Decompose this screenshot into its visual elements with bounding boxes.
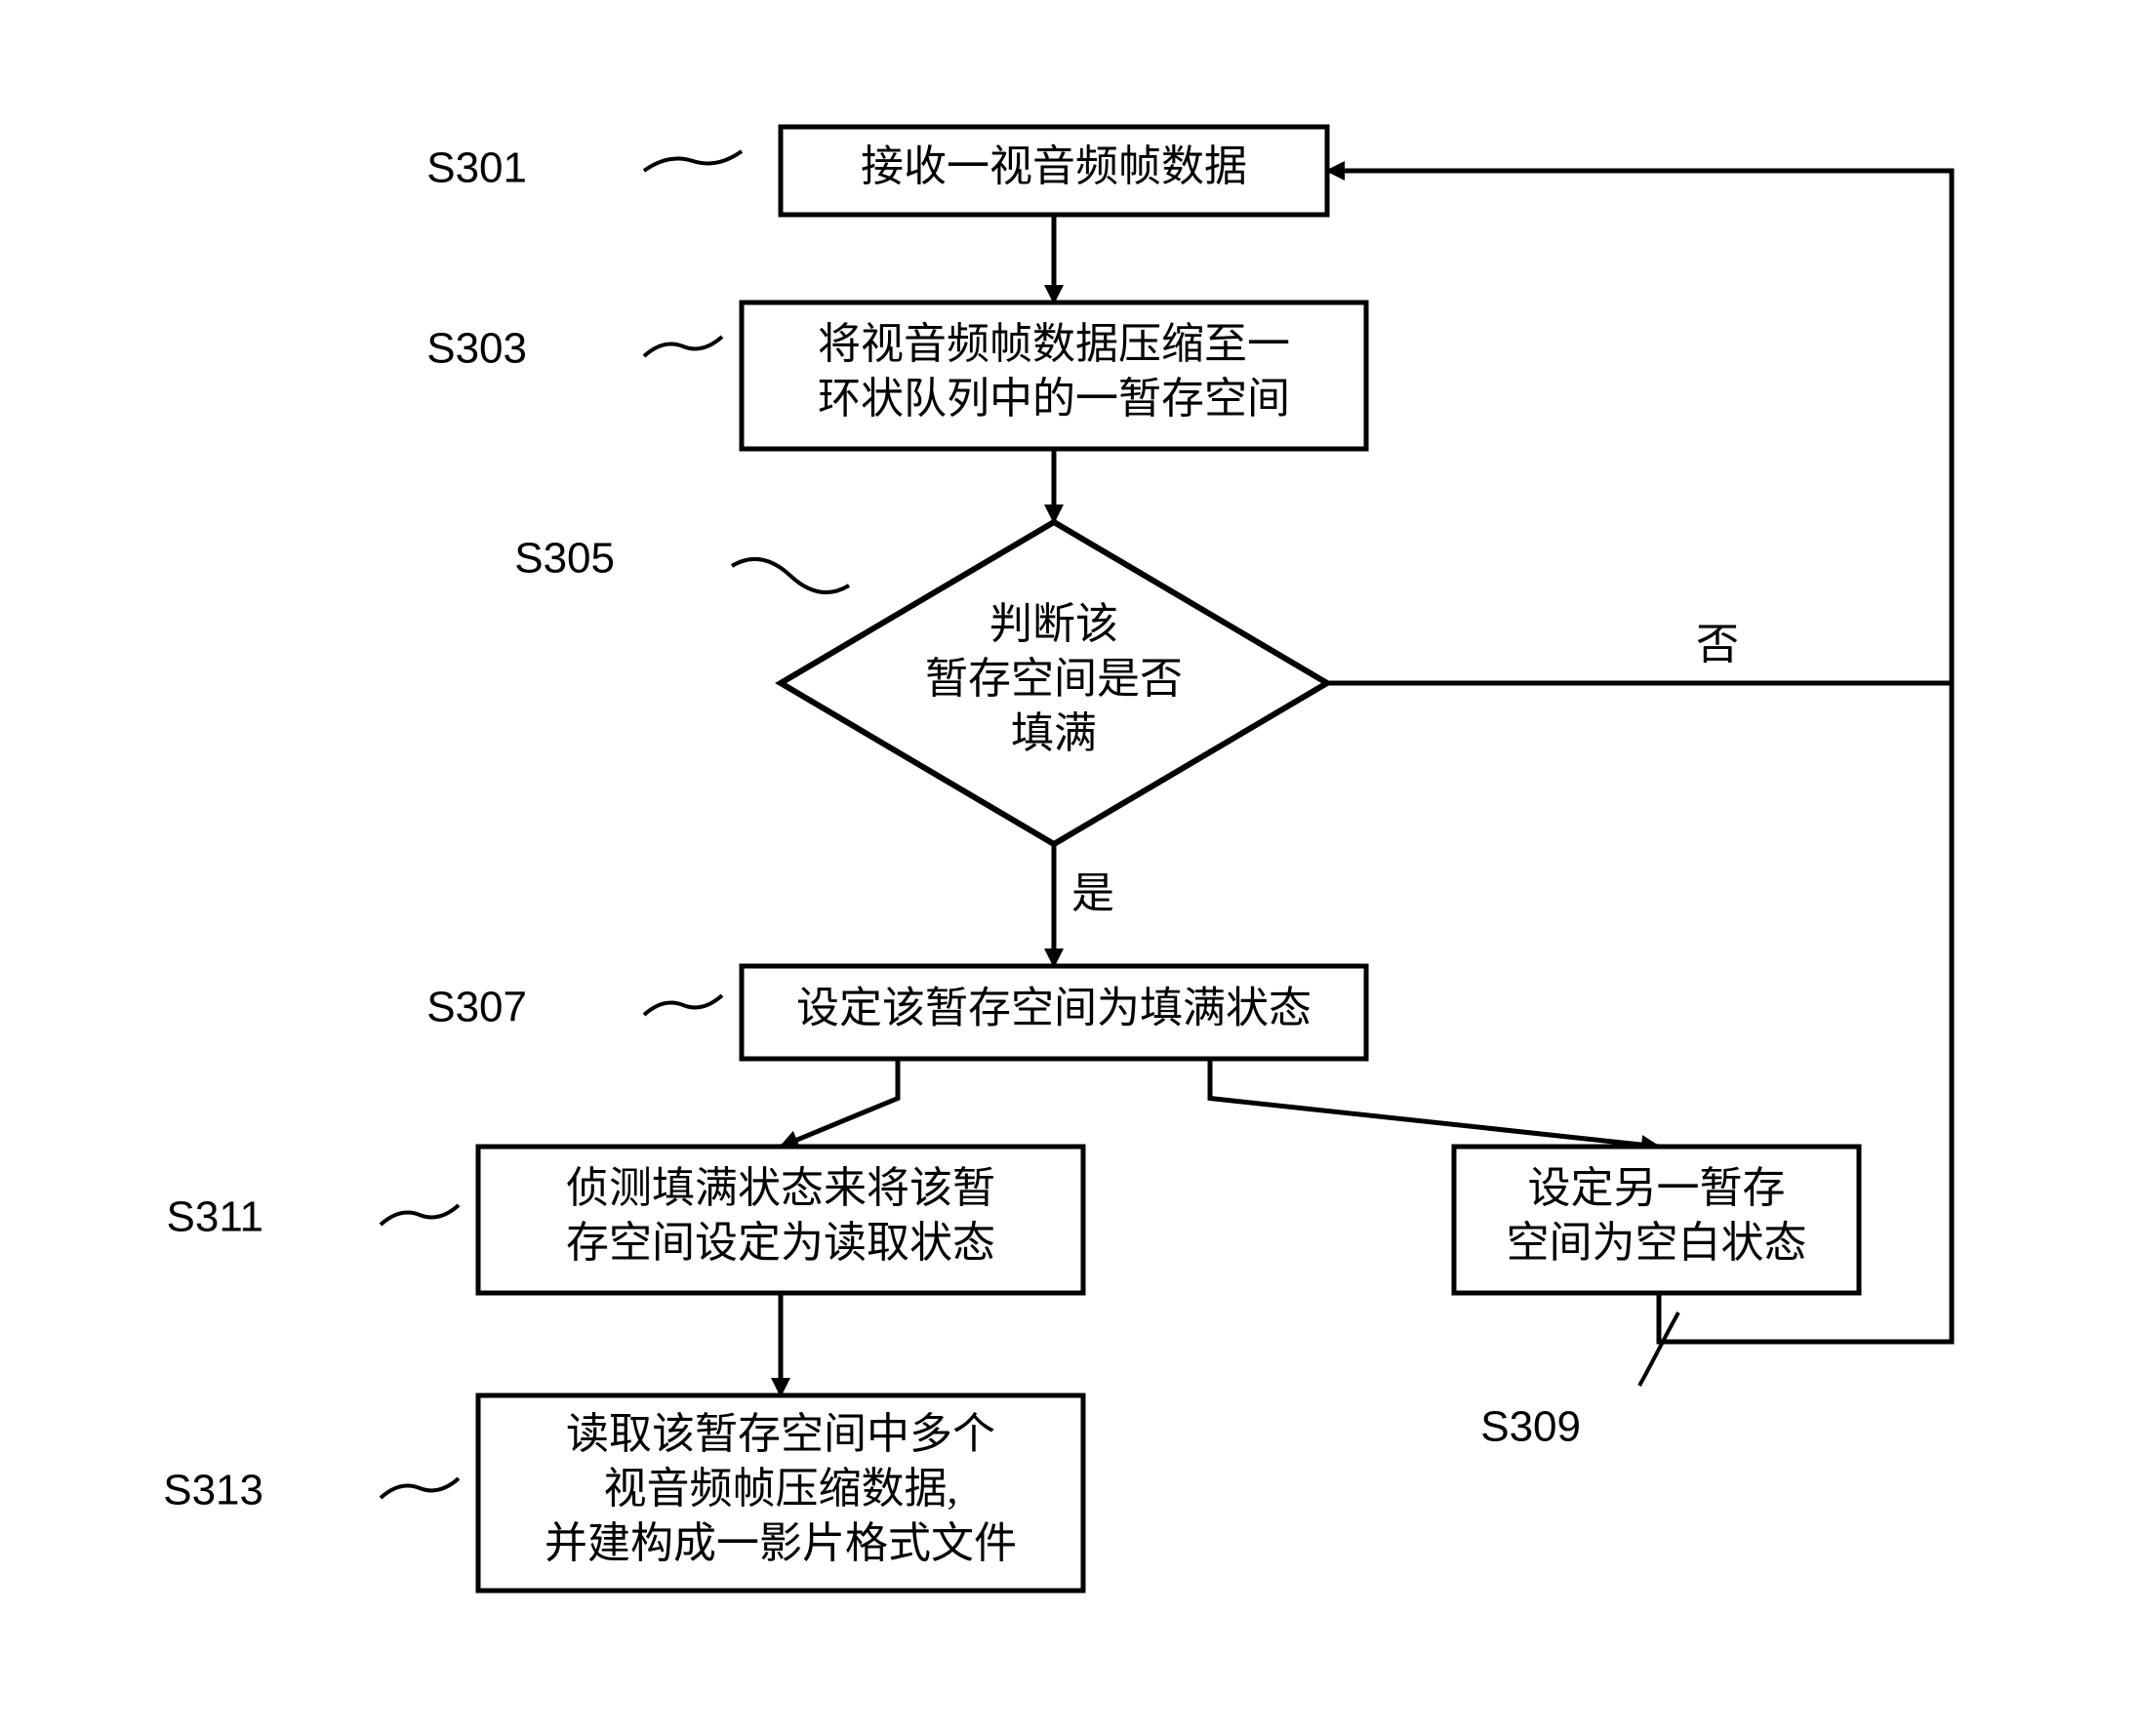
node-s305: 判断该暂存空间是否填满 S305	[514, 522, 1327, 844]
edge-label-s305-s307: 是	[1071, 869, 1114, 917]
node-text-s313-2: 并建构成一影片格式文件	[545, 1519, 1017, 1567]
node-text-s305-0: 判断该	[989, 600, 1118, 648]
leader-s313	[381, 1478, 459, 1498]
node-text-s305-1: 暂存空间是否	[925, 655, 1183, 703]
node-s313: 读取该暂存空间中多个视音频帧压缩数据, 并建构成一影片格式文件 S313	[163, 1395, 1083, 1591]
edge-label-s305-s301: 否	[1696, 621, 1739, 668]
step-label-s309: S309	[1480, 1403, 1581, 1451]
node-s311: 侦测填满状态来将该暂存空间设定为读取状态 S311	[167, 1147, 1084, 1293]
node-s301: 接收一视音频帧数据 S301	[426, 127, 1327, 215]
node-text-s311-0: 侦测填满状态来将该暂	[566, 1164, 995, 1212]
leader-s311	[381, 1205, 459, 1225]
node-text-s309-1: 空间为空白状态	[1507, 1219, 1807, 1267]
edge-s305-s301	[1327, 171, 1952, 683]
node-text-s303-0: 将视音频帧数据压缩至一	[818, 320, 1290, 368]
flowchart-canvas: 是 否 接收一视音频帧数据 S301 将视音频帧数据压缩至一环状队列中的一暂存空间 S30…	[0, 0, 2140, 1736]
node-text-s311-1: 存空间设定为读取状态	[566, 1219, 995, 1267]
node-text-s305-2: 填满	[1011, 709, 1097, 757]
leader-s301	[644, 151, 742, 171]
step-label-s301: S301	[426, 144, 527, 192]
step-label-s307: S307	[426, 984, 527, 1031]
node-text-s303-1: 环状队列中的一暂存空间	[818, 375, 1290, 423]
leader-s303	[644, 337, 722, 356]
step-label-s311: S311	[167, 1193, 264, 1241]
step-label-s303: S303	[426, 325, 527, 373]
node-text-s301-0: 接收一视音频帧数据	[861, 142, 1247, 190]
edge-s307-s309	[1210, 1059, 1659, 1147]
node-text-s313-0: 读取该暂存空间中多个	[566, 1410, 995, 1458]
step-label-s313: S313	[163, 1467, 263, 1514]
step-label-s305: S305	[514, 535, 615, 583]
edge-s307-s311	[781, 1059, 898, 1147]
node-text-s307-0: 设定该暂存空间为填满状态	[796, 985, 1312, 1032]
leader-s307	[644, 995, 722, 1015]
node-s303: 将视音频帧数据压缩至一环状队列中的一暂存空间 S303	[426, 303, 1366, 449]
leader-s305	[732, 559, 849, 592]
node-s307: 设定该暂存空间为填满状态 S307	[426, 966, 1366, 1059]
node-text-s309-0: 设定另一暂存	[1528, 1164, 1786, 1212]
node-text-s313-1: 视音频帧压缩数据,	[604, 1465, 958, 1513]
